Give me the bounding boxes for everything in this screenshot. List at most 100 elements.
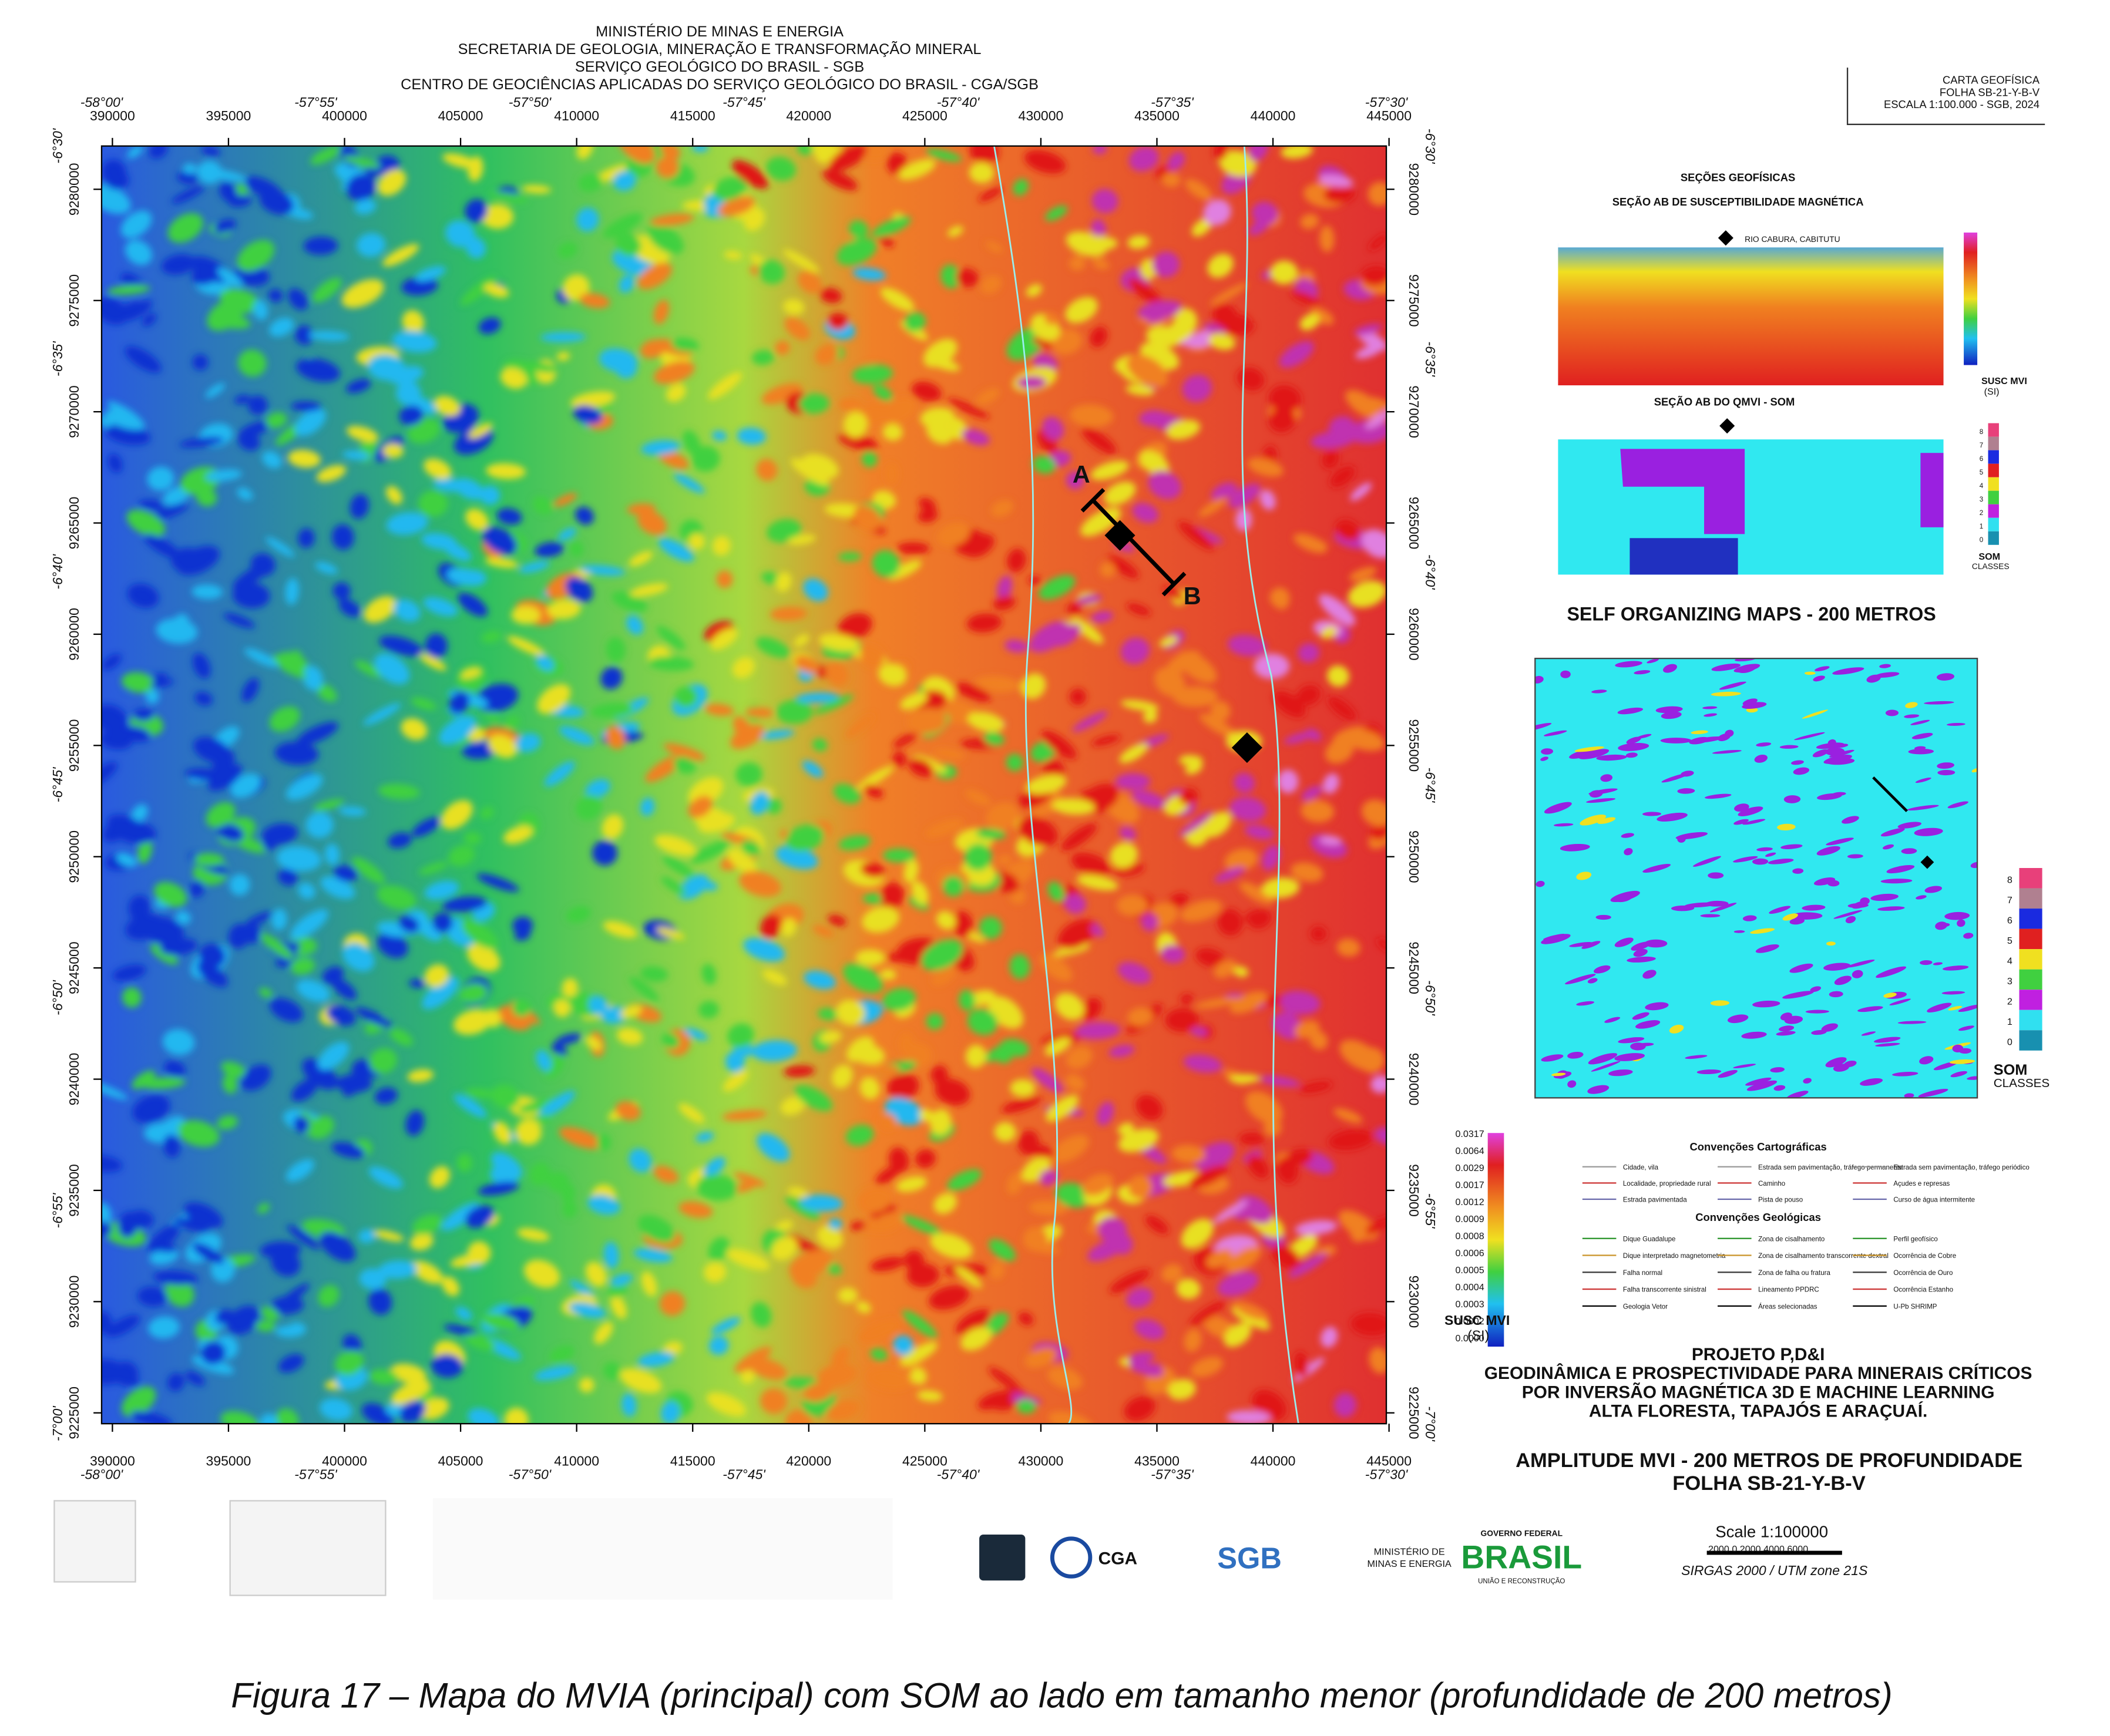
map-blob — [398, 915, 419, 933]
map-blob — [974, 675, 1020, 693]
som-streak — [1886, 864, 1915, 874]
som-streak — [1689, 736, 1709, 745]
map-blob — [465, 1334, 496, 1351]
som-streak — [1901, 848, 1917, 854]
map-blob — [615, 233, 641, 257]
map-blob — [493, 1121, 512, 1145]
map-blob — [1214, 867, 1245, 883]
map-blob — [419, 654, 447, 671]
header-line: CENTRO DE GEOCIÊNCIAS APLICADAS DO SERVI… — [401, 76, 1039, 93]
map-blob — [683, 1028, 708, 1041]
som-streak — [1843, 1060, 1857, 1068]
map-blob — [708, 1237, 730, 1261]
product-line: FOLHA SB-21-Y-B-V — [1672, 1472, 1866, 1495]
map-blob — [302, 1058, 338, 1090]
map-blob — [880, 882, 905, 908]
map-blob — [993, 596, 1016, 611]
map-blob — [781, 708, 805, 724]
map-blob — [621, 1393, 637, 1417]
map-blob — [576, 207, 599, 232]
longitude-label: -57°30' — [1365, 95, 1409, 110]
map-blob — [1020, 673, 1046, 699]
map-blob — [308, 1115, 334, 1139]
map-blob — [369, 1369, 398, 1385]
map-blob — [122, 1373, 140, 1388]
map-blob — [917, 1390, 943, 1402]
map-blob — [354, 199, 377, 214]
map-blob — [1368, 181, 1387, 206]
som-streak — [1637, 1042, 1654, 1047]
map-blob — [960, 1327, 992, 1351]
som-swatch — [2019, 888, 2042, 909]
map-blob — [515, 733, 541, 752]
map-blob — [407, 418, 441, 444]
map-blob — [756, 459, 778, 481]
som-streak — [1847, 854, 1863, 859]
som-streak — [1580, 814, 1607, 826]
map-blob — [1182, 375, 1212, 402]
map-blob — [1360, 1216, 1387, 1236]
som-streak — [1833, 910, 1863, 919]
map-blob — [671, 337, 699, 352]
map-blob — [260, 1241, 301, 1259]
map-blob — [976, 828, 1006, 840]
map-blob — [900, 692, 928, 710]
map-blob — [1355, 344, 1383, 359]
map-blob — [1184, 1328, 1202, 1353]
som-streak — [1883, 993, 1897, 998]
map-blob — [659, 1291, 686, 1316]
som-streak — [1941, 991, 1965, 995]
som-streak — [1741, 1031, 1767, 1039]
map-blob — [1159, 636, 1178, 647]
easting-label: 435000 — [1134, 1454, 1180, 1469]
map-blob — [191, 1355, 234, 1374]
map-blob — [725, 1051, 745, 1073]
map-blob — [637, 1351, 675, 1367]
som-streak — [1783, 795, 1801, 803]
som-streak — [1700, 914, 1721, 918]
northing-label: 9275000 — [1406, 274, 1422, 327]
map-blob — [688, 533, 705, 550]
som-class-label: 2 — [2007, 997, 2012, 1007]
map-blob — [1110, 842, 1138, 869]
map-blob — [903, 859, 919, 883]
map-blob — [1180, 900, 1222, 922]
map-blob — [955, 1266, 982, 1288]
som-section-swatch — [1988, 504, 1999, 518]
som-streak — [1802, 709, 1828, 719]
map-blob — [393, 599, 421, 622]
map-blob — [838, 613, 872, 640]
map-blob — [737, 428, 767, 445]
som-streak — [1596, 754, 1627, 761]
map-blob — [308, 331, 350, 341]
map-blob — [818, 633, 859, 651]
profile-line — [1080, 487, 1187, 597]
map-blob — [234, 395, 251, 405]
map-blob — [1232, 1301, 1269, 1321]
map-blob — [1077, 236, 1118, 251]
map-blob — [1048, 1411, 1093, 1424]
map-blob — [237, 430, 260, 451]
conv-item: Caminho — [1758, 1180, 1785, 1187]
som-streak — [1832, 667, 1864, 675]
easting-label: 395000 — [206, 1454, 251, 1469]
som-streak — [1920, 960, 1933, 965]
map-blob — [338, 598, 361, 617]
longitude-label: -57°50' — [509, 1467, 552, 1482]
map-blob — [241, 678, 259, 702]
map-blob — [290, 957, 315, 975]
map-blob — [1119, 826, 1137, 840]
map-blob — [853, 505, 881, 531]
easting-label: 400000 — [322, 108, 367, 123]
map-blob — [629, 977, 659, 1002]
map-blob — [1259, 490, 1276, 510]
som-streak — [1756, 742, 1772, 747]
map-blob — [653, 300, 670, 325]
map-blob — [171, 614, 190, 638]
map-blob — [887, 1073, 919, 1101]
map-blob — [320, 1232, 356, 1262]
map-blob — [948, 398, 990, 419]
map-blob — [802, 761, 824, 778]
locator-map — [53, 1500, 136, 1583]
map-blob — [257, 1203, 270, 1214]
